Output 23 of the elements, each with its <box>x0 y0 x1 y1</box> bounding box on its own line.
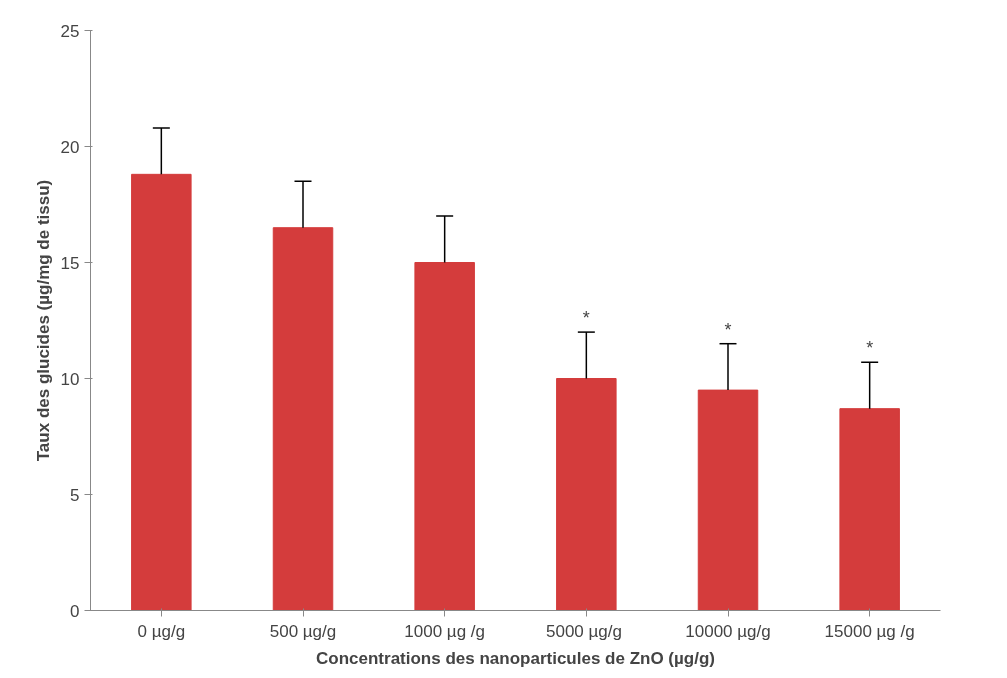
x-tick-label: 500 µg/g <box>269 621 337 641</box>
x-tick-label: 10000 µg/g <box>685 621 771 641</box>
bar <box>697 389 759 611</box>
annotation: * <box>724 319 732 340</box>
bar <box>131 173 192 611</box>
annotation: * <box>866 338 874 359</box>
bar <box>556 378 617 611</box>
bar <box>414 262 475 611</box>
x-tick-label: 15000 µg /g <box>824 621 915 641</box>
y-tick-label: 20 <box>60 137 80 157</box>
annotation: * <box>582 308 590 329</box>
y-tick-label: 0 <box>70 601 80 621</box>
y-tick-label: 25 <box>60 21 80 41</box>
y-tick-label: 15 <box>60 253 80 273</box>
x-tick-label: 5000 µg/g <box>545 621 622 641</box>
y-tick-label: 10 <box>60 369 80 389</box>
y-axis-title: Taux des glucides (µg/mg de tissu) <box>33 179 53 462</box>
y-tick-label: 5 <box>70 485 80 505</box>
bar <box>839 408 900 611</box>
bar <box>272 227 334 611</box>
x-axis-title: Concentrations des nanoparticules de ZnO (µg/g) <box>316 648 715 668</box>
x-tick-label: 1000 µg /g <box>404 621 486 641</box>
x-tick-label: 0 µg/g <box>137 621 186 641</box>
